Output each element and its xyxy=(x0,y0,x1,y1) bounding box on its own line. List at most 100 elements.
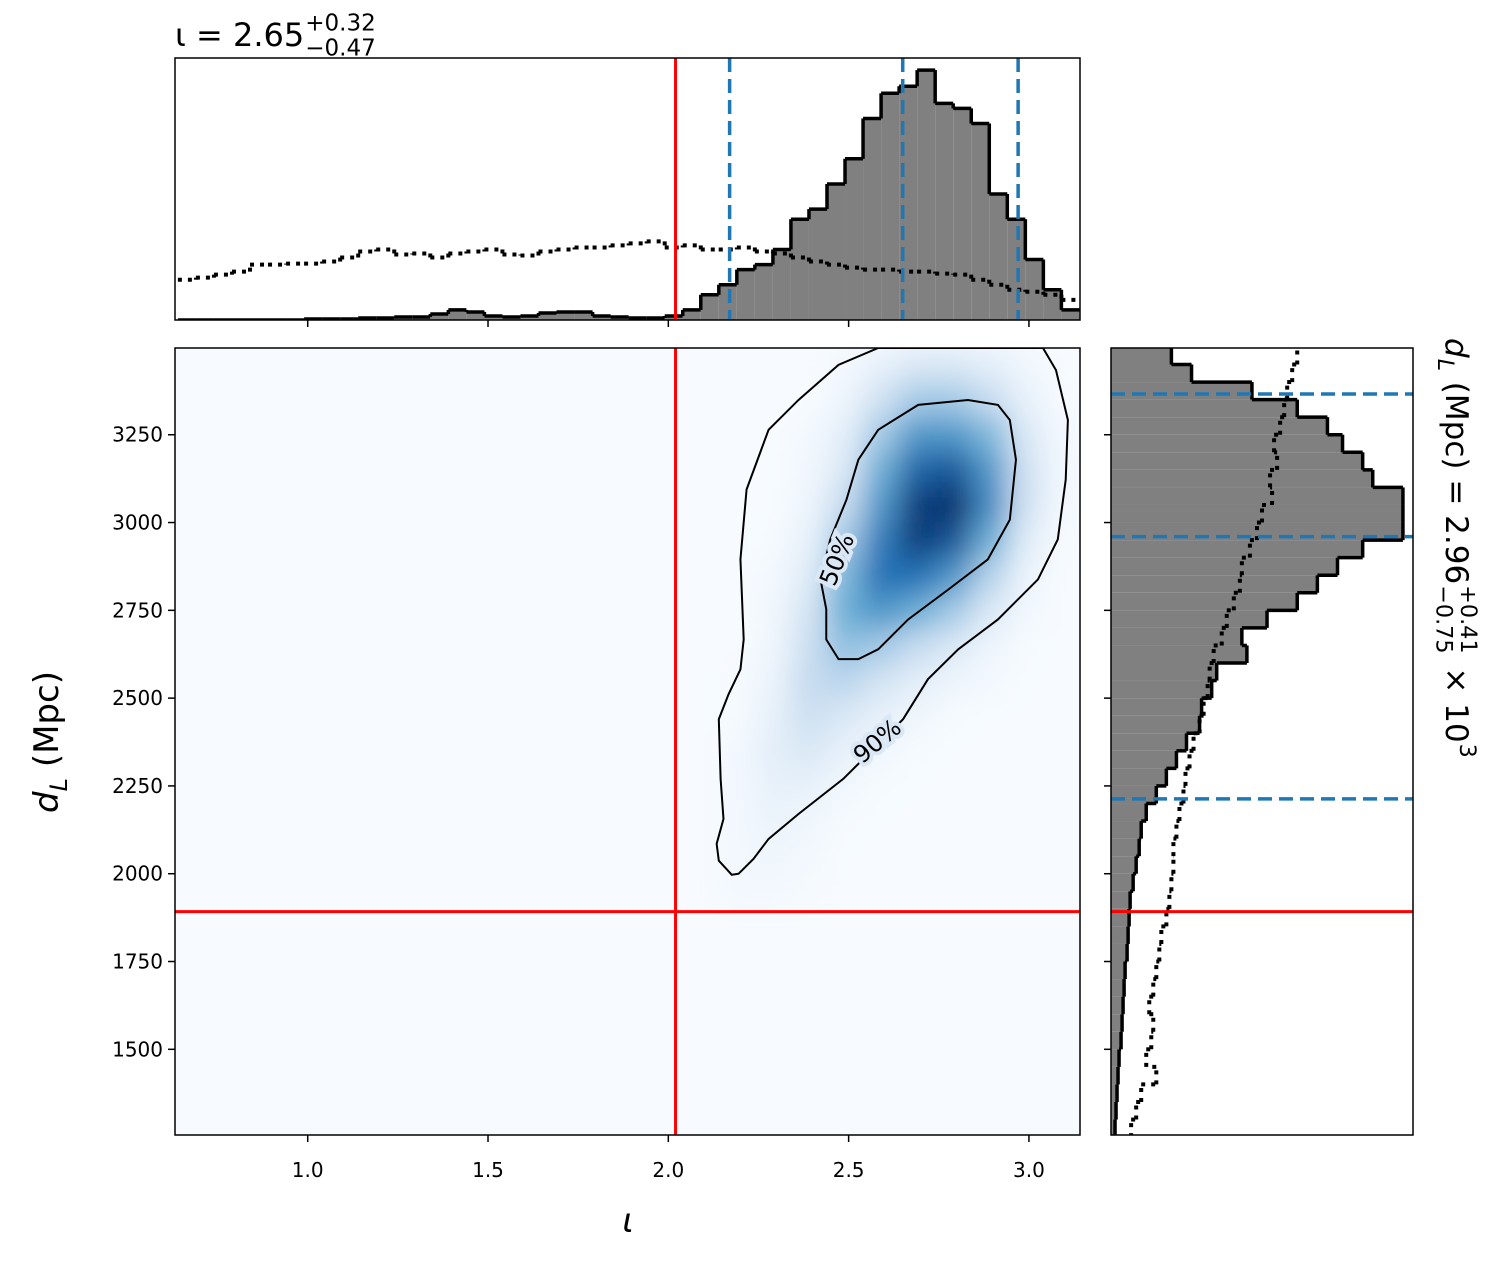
density-cell xyxy=(971,382,1008,418)
x-tick-label: 1.5 xyxy=(472,1158,504,1182)
y-label-text: (Mpc) xyxy=(27,671,67,778)
hist-bar xyxy=(1111,873,1134,892)
density-cell xyxy=(718,522,756,559)
density-cell xyxy=(1043,522,1080,559)
side-title-sub2: −0.75 xyxy=(1431,585,1457,653)
side-title-sup: +0.41 xyxy=(1455,585,1481,653)
density-cell xyxy=(1007,663,1044,699)
axes-frame xyxy=(1110,347,1414,1136)
title-sub: −0.47 xyxy=(305,36,376,62)
side-title: dL (Mpc) = 2.96+0.41−0.75 × 103 xyxy=(1431,338,1481,758)
density-cell xyxy=(863,873,900,910)
density-cell xyxy=(826,873,864,910)
density-cell xyxy=(754,348,792,383)
hist-bar xyxy=(1111,1014,1123,1032)
density-cell xyxy=(1043,452,1080,488)
density-cell xyxy=(1043,348,1080,383)
density-cell xyxy=(718,592,756,629)
density-cell xyxy=(790,803,828,840)
hist-bar xyxy=(1111,1101,1117,1120)
density-cell xyxy=(899,733,936,769)
heatmap xyxy=(718,348,1080,910)
density-cell xyxy=(863,522,900,559)
density-cell xyxy=(1043,803,1080,840)
density-cell xyxy=(971,698,1008,734)
hist-bar xyxy=(1111,452,1363,470)
axes-frame xyxy=(174,347,1081,1136)
density-cell xyxy=(863,592,900,629)
x-tick-label: 2.0 xyxy=(652,1158,684,1182)
hist-bar xyxy=(448,309,467,320)
density-cell xyxy=(899,838,936,875)
density-cell xyxy=(899,803,936,840)
density-cell xyxy=(754,522,792,559)
hist-bar xyxy=(1111,364,1192,383)
y-tick-label: 2500 xyxy=(112,686,163,710)
hist-bar xyxy=(682,309,701,320)
hist-bar xyxy=(1111,627,1242,646)
density-cell xyxy=(1043,733,1080,769)
density-cell xyxy=(899,557,936,594)
density-cell xyxy=(971,557,1008,594)
density-cell xyxy=(826,838,864,875)
hist-bar xyxy=(1111,663,1217,681)
hist-bar xyxy=(1111,417,1328,435)
density-cell xyxy=(863,417,900,453)
density-cell xyxy=(754,698,792,734)
hist-bar xyxy=(1111,908,1130,927)
density-cell xyxy=(754,838,792,875)
hist-bar xyxy=(1111,575,1318,593)
density-cell xyxy=(1043,873,1080,910)
density-cell xyxy=(790,348,828,383)
density-cell xyxy=(826,698,864,734)
density-cell xyxy=(718,487,756,524)
density-cell xyxy=(826,417,864,453)
density-cell xyxy=(826,663,864,699)
density-cell xyxy=(935,452,972,488)
density-cell xyxy=(899,487,936,524)
hist-bar xyxy=(1061,309,1080,320)
hist-bar xyxy=(1043,289,1062,320)
density-cell xyxy=(935,768,972,804)
hist-bar xyxy=(1111,1119,1116,1135)
hist-bar xyxy=(1007,219,1026,320)
hist-bar xyxy=(718,284,737,320)
hist-bar xyxy=(953,108,972,320)
density-cell xyxy=(935,873,972,910)
density-cell xyxy=(899,768,936,804)
hist-bar xyxy=(1111,698,1202,716)
y-axis-label: dL (Mpc) xyxy=(27,671,73,813)
density-cell xyxy=(899,873,936,910)
density-cell xyxy=(1007,627,1044,664)
y-label-base: d xyxy=(27,791,67,813)
hist-bar xyxy=(1111,1084,1118,1102)
title: ι = 2.65 +0.32−0.47 xyxy=(175,11,376,62)
hist-bar xyxy=(1111,856,1137,874)
y-tick-label: 2000 xyxy=(112,862,163,886)
density-cell xyxy=(826,803,864,840)
density-cell xyxy=(971,663,1008,699)
density-cell xyxy=(935,838,972,875)
density-cell xyxy=(790,768,828,804)
hist-bar xyxy=(1111,504,1403,523)
density-cell xyxy=(1043,592,1080,629)
hist-bar xyxy=(1111,680,1212,699)
top-panel xyxy=(177,58,1080,320)
density-cell xyxy=(971,417,1008,453)
hist-bar xyxy=(1111,434,1343,453)
density-cell xyxy=(899,417,936,453)
right-panel xyxy=(1111,348,1413,1135)
density-cell xyxy=(935,487,972,524)
hist-bar xyxy=(1111,399,1298,418)
density-cell xyxy=(826,733,864,769)
hist-bar xyxy=(1025,259,1044,320)
density-cell xyxy=(863,733,900,769)
density-cell xyxy=(754,557,792,594)
x-tick-label: 2.5 xyxy=(833,1158,865,1182)
density-cell xyxy=(790,873,828,910)
density-cell xyxy=(935,627,972,664)
x-axis-label: ι xyxy=(622,1201,634,1241)
density-cell xyxy=(863,348,900,383)
y-tick-label: 3000 xyxy=(112,511,163,535)
